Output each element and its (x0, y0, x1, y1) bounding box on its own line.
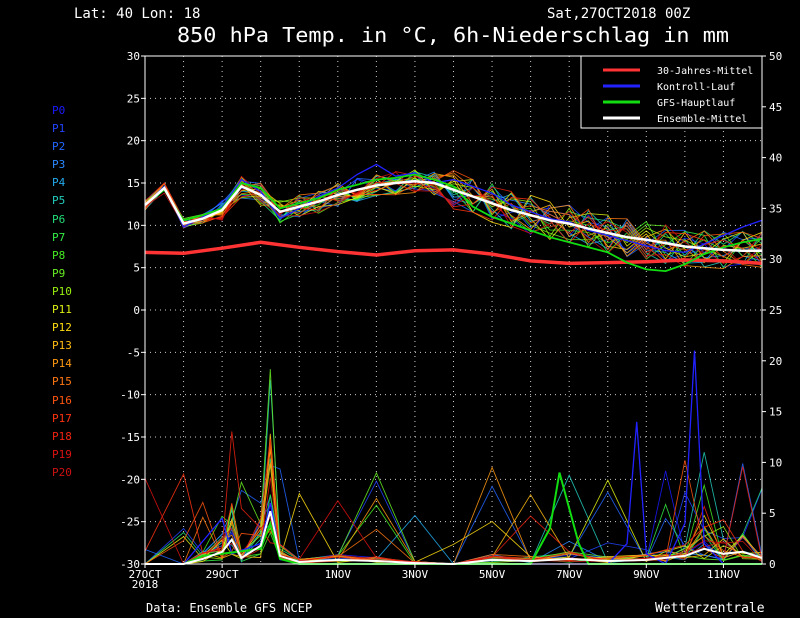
temp-tick-label: -30 (120, 558, 140, 571)
member-temp-line (144, 173, 763, 264)
member-label: P13 (52, 339, 72, 353)
member-temp-line (144, 182, 763, 259)
date-tick-label: 29OCT (206, 568, 239, 581)
temp-tick-label: -20 (120, 473, 140, 486)
member-list: P0 P1 P2 P3 P4 P5 P6 P7 P8 P9 P10 P11 P12 P13 P14 P15 P1… (52, 102, 72, 482)
member-label: P10 (52, 284, 72, 298)
legend-label: Ensemble-Mittel (657, 114, 747, 125)
legend-box (580, 55, 763, 129)
member-label: P12 (52, 321, 72, 335)
legend-label: GFS-Hauptlauf (657, 98, 735, 109)
data-source: Data: Ensemble GFS NCEP (146, 601, 312, 615)
main-run-temp-line (144, 173, 763, 273)
run-label: Sat,27OCT2018 00Z (547, 6, 690, 22)
temp-tick-label: 15 (127, 177, 140, 190)
member-temp-line (144, 170, 763, 268)
ensemble-mean-precip-line (145, 510, 763, 566)
member-label: P2 (52, 140, 66, 154)
member-temp-line (144, 178, 763, 268)
member-label: P15 (52, 375, 72, 389)
precip-tick-label: 20 (769, 355, 782, 368)
precip-tick-label: 45 (769, 101, 782, 114)
member-label: P9 (52, 266, 66, 280)
precip-tick-label: 25 (769, 304, 782, 317)
precip-tick-label: 40 (769, 152, 782, 165)
member-label: P7 (52, 230, 66, 244)
precip-tick-label: 15 (769, 406, 782, 419)
chart-title: 850 hPa Temp. in °C, 6h-Niederschlag in … (177, 23, 729, 47)
control-run-temp-line (144, 163, 763, 254)
legend-label: 30-Jahres-Mittel (657, 66, 753, 77)
legend: 30-Jahres-Mittel Kontroll-Lauf GFS-Hauptla… (580, 55, 763, 129)
date-axis: 27OCT2018 29OCT 1NOV 3NOV 5NOV 7NOV 9NOV 11NOV (128, 564, 740, 591)
member-label: P0 (52, 104, 66, 117)
member-temp-line (144, 171, 763, 266)
legend-label: Kontroll-Lauf (657, 82, 735, 93)
precip-tick-label: 5 (769, 507, 776, 520)
climatology-line (144, 240, 763, 266)
date-tick-label: 27OCT (128, 568, 161, 581)
date-tick-label: 7NOV (556, 568, 583, 581)
member-temp-line (144, 174, 763, 270)
date-tick-label: 3NOV (402, 568, 429, 581)
location-label: Lat: 40 Lon: 18 (74, 6, 200, 22)
member-label: P17 (52, 411, 72, 425)
member-label: P4 (52, 176, 66, 190)
date-tick-label: 9NOV (633, 568, 660, 581)
member-label: P16 (52, 393, 72, 407)
highlighted-series (144, 163, 763, 566)
temp-axis: 30 25 20 15 10 5 0 -5 -10 -15 -20 -25 -30 (120, 50, 145, 571)
member-label: P18 (52, 429, 72, 443)
member-label: P11 (52, 303, 72, 317)
precip-tick-label: 10 (769, 456, 782, 469)
member-label: P1 (52, 122, 66, 136)
temp-tick-label: 5 (133, 262, 140, 275)
temp-tick-label: -15 (120, 431, 140, 444)
temp-tick-label: -5 (127, 346, 140, 359)
member-label: P6 (52, 212, 66, 226)
date-tick-year: 2018 (132, 578, 159, 591)
precip-tick-label: 35 (769, 202, 782, 215)
temp-tick-label: 25 (127, 92, 140, 105)
precip-tick-label: 0 (769, 558, 776, 571)
temp-tick-label: 0 (133, 304, 140, 317)
member-temp-line (144, 170, 763, 263)
temp-tick-label: -10 (120, 389, 140, 402)
member-label: P14 (52, 357, 72, 371)
ensemble-mean-temp-line (144, 180, 762, 252)
member-temp-line (144, 182, 763, 265)
temp-tick-label: 30 (127, 50, 140, 63)
member-label: P3 (52, 158, 66, 172)
temp-tick-label: 20 (127, 135, 140, 148)
date-tick-label: 1NOV (325, 568, 352, 581)
main-run-precip-line (145, 472, 762, 565)
precip-tick-label: 30 (769, 253, 782, 266)
member-label: P8 (52, 248, 66, 262)
control-run-precip-line (145, 350, 762, 565)
temp-tick-label: 10 (127, 219, 140, 232)
brand-label: Wetterzentrale (655, 601, 765, 616)
member-label: P20 (52, 465, 72, 479)
date-tick-label: 5NOV (479, 568, 506, 581)
precip-tick-label: 50 (769, 50, 782, 63)
date-tick-label: 11NOV (707, 568, 740, 581)
member-label: P19 (52, 447, 72, 461)
temp-tick-label: -25 (120, 516, 140, 529)
member-label: P5 (52, 194, 66, 208)
